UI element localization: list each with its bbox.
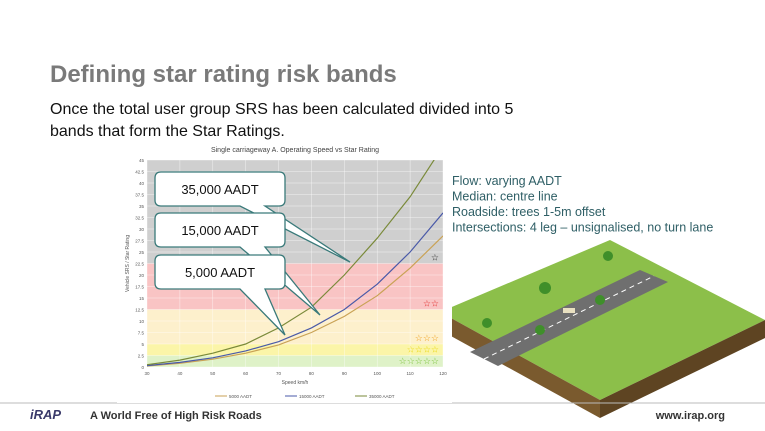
- road-illustration: [440, 240, 765, 418]
- band-stars: ☆: [431, 253, 439, 263]
- x-tick-label: 80: [309, 371, 315, 376]
- y-tick-label: 35: [139, 204, 145, 209]
- y-tick-label: 22.5: [135, 262, 144, 267]
- x-tick-label: 110: [407, 371, 415, 376]
- band-stars: ☆☆☆: [415, 333, 439, 343]
- intro-line: bands that form the Star Ratings.: [50, 123, 285, 140]
- y-tick-label: 17.5: [135, 285, 144, 290]
- series-line: [147, 160, 435, 366]
- x-axis-label: Speed km/h: [282, 380, 309, 386]
- y-tick-label: 0: [141, 365, 144, 370]
- callout-box: [154, 212, 321, 316]
- y-tick-label: 2.5: [138, 354, 145, 359]
- y-tick-label: 7.5: [138, 331, 145, 336]
- x-tick-label: 90: [342, 371, 348, 376]
- series-line: [147, 235, 443, 367]
- legend-label: 5000 AADT: [229, 394, 252, 399]
- y-tick-label: 5: [141, 342, 144, 347]
- footer-url: www.irap.org: [655, 410, 725, 422]
- intro-line: Once the total user group SRS has been c…: [50, 101, 514, 118]
- y-tick-label: 32.5: [135, 216, 144, 221]
- y-tick-label: 42.5: [135, 170, 144, 175]
- band-stars: ☆☆: [423, 299, 439, 309]
- y-tick-label: 15: [139, 296, 145, 301]
- footer-slogan: A World Free of High Risk Roads: [90, 410, 262, 422]
- y-axis-label: Vehicle SRS / Star Rating: [125, 235, 131, 292]
- y-tick-label: 45: [139, 158, 145, 163]
- y-tick-label: 27.5: [135, 239, 144, 244]
- callout-label: 5,000 AADT: [185, 265, 255, 280]
- callout-box: [154, 171, 351, 263]
- x-tick-label: 120: [439, 371, 447, 376]
- x-tick-label: 70: [276, 371, 282, 376]
- callout-label: 35,000 AADT: [181, 182, 258, 197]
- x-tick-label: 50: [210, 371, 216, 376]
- y-tick-label: 10: [139, 319, 145, 324]
- x-tick-label: 40: [177, 371, 183, 376]
- risk-band: [147, 355, 443, 367]
- band-stars: ☆☆☆☆: [407, 345, 439, 355]
- band-stars: ☆☆☆☆☆: [399, 356, 439, 366]
- note-line: Intersections: 4 leg – unsignalised, no …: [452, 221, 713, 235]
- x-tick-label: 60: [243, 371, 249, 376]
- y-tick-label: 30: [139, 227, 145, 232]
- legend-label: 15000 AADT: [299, 394, 325, 399]
- y-tick-label: 20: [139, 273, 145, 278]
- note-line: Roadside: trees 1-5m offset: [452, 205, 606, 219]
- chart-title: Single carriageway A. Operating Speed vs…: [211, 147, 379, 154]
- y-tick-label: 37.5: [135, 193, 144, 198]
- y-tick-label: 12.5: [135, 308, 144, 313]
- risk-band: [147, 344, 443, 356]
- x-tick-label: 100: [373, 371, 381, 376]
- note-line: Flow: varying AADT: [452, 174, 562, 188]
- y-tick-label: 40: [139, 181, 145, 186]
- slide-title: Defining star rating risk bands: [50, 61, 397, 88]
- x-tick-label: 30: [144, 371, 150, 376]
- callout-box: [154, 254, 286, 336]
- legend-label: 35000 AADT: [369, 394, 395, 399]
- series-line: [147, 212, 443, 367]
- y-tick-label: 25: [139, 250, 145, 255]
- note-line: Median: centre line: [452, 190, 558, 204]
- callout-label: 15,000 AADT: [181, 223, 258, 238]
- footer-logo: iRAP: [30, 407, 61, 422]
